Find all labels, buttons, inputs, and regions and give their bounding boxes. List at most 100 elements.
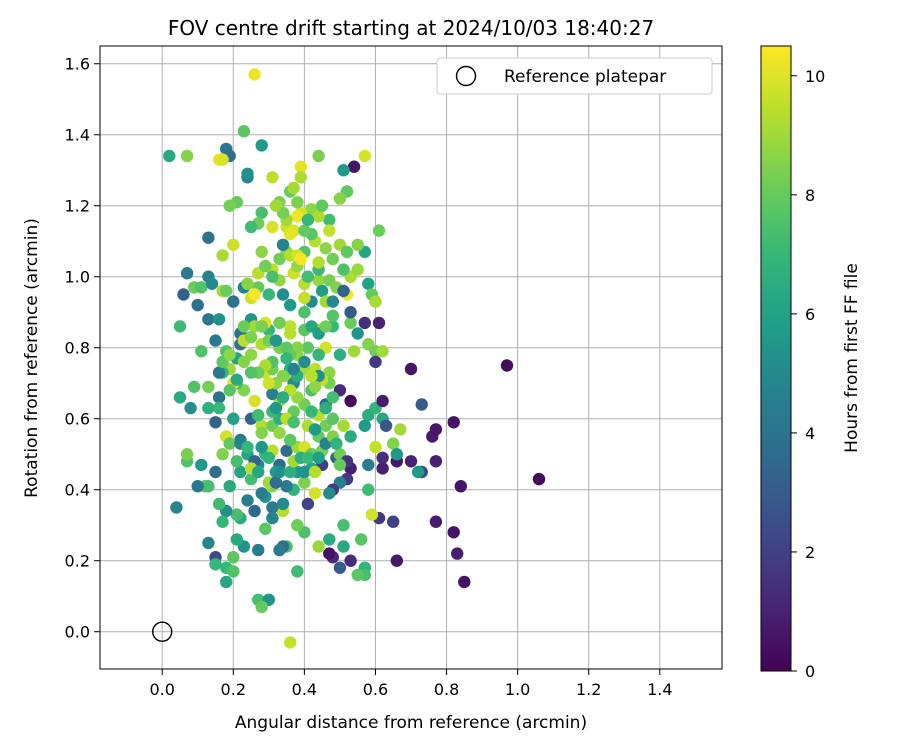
y-axis-label: Rotation from reference (arcmin) xyxy=(22,218,42,498)
x-tick-label: 0.0 xyxy=(149,680,174,699)
data-point xyxy=(202,401,215,415)
data-point xyxy=(202,313,215,326)
data-point xyxy=(209,558,222,571)
data-point xyxy=(323,547,336,560)
axes xyxy=(99,45,723,670)
legend: Reference platepar xyxy=(436,57,713,95)
x-tick-label: 1.0 xyxy=(505,680,530,699)
colorbar-tick-label: 10 xyxy=(805,67,825,86)
data-point xyxy=(248,504,261,518)
y-axis-ticks: 0.0 0.2 0.4 0.6 0.8 1.0 1.2 1.4 1.6 xyxy=(65,55,100,642)
data-point xyxy=(273,543,286,557)
data-point xyxy=(276,288,290,301)
data-point xyxy=(273,252,286,266)
data-point xyxy=(298,306,311,319)
data-point xyxy=(180,149,194,163)
data-point xyxy=(195,281,208,294)
data-point xyxy=(387,515,400,528)
data-point xyxy=(330,437,343,450)
data-point xyxy=(230,373,243,386)
data-point xyxy=(248,394,261,408)
reference-platepar-point xyxy=(151,621,173,642)
data-point xyxy=(220,575,233,589)
data-point xyxy=(266,387,279,401)
x-axis-ticks: 0.0 0.2 0.4 0.6 0.8 1.0 1.2 1.4 xyxy=(149,669,673,699)
data-point xyxy=(301,497,315,511)
data-point xyxy=(269,199,283,212)
data-point xyxy=(276,391,290,404)
colorbar-tick-label: 6 xyxy=(805,305,815,324)
colorbar-label: Hours from first FF file xyxy=(842,263,862,453)
data-point xyxy=(326,412,339,425)
data-point xyxy=(266,171,279,184)
data-point xyxy=(280,480,293,493)
data-point xyxy=(227,295,240,308)
data-point xyxy=(273,316,286,330)
data-point xyxy=(188,380,201,393)
data-point xyxy=(266,501,279,514)
x-tick-label: 0.2 xyxy=(221,680,246,699)
data-point xyxy=(255,245,268,259)
data-point xyxy=(191,298,204,312)
data-point xyxy=(429,515,443,528)
data-point xyxy=(298,476,311,489)
data-point xyxy=(312,348,325,361)
data-point xyxy=(191,480,204,493)
data-point xyxy=(291,210,304,223)
data-point xyxy=(269,476,283,489)
data-point xyxy=(230,455,243,468)
data-point xyxy=(273,426,286,440)
data-point xyxy=(163,149,176,163)
colorbar-gradient xyxy=(760,45,792,672)
data-point xyxy=(227,238,240,251)
data-point xyxy=(241,277,254,290)
data-point xyxy=(269,401,283,415)
data-point xyxy=(266,270,279,283)
data-point xyxy=(237,320,251,333)
data-point xyxy=(241,494,254,507)
grid xyxy=(100,46,722,669)
data-point xyxy=(248,288,261,301)
data-point xyxy=(227,412,240,425)
data-point xyxy=(205,277,219,290)
data-point xyxy=(298,291,311,305)
legend-entry-reference-platepar: Reference platepar xyxy=(504,67,666,87)
data-point xyxy=(305,369,318,383)
data-point xyxy=(202,231,215,244)
data-point xyxy=(276,497,290,511)
data-point xyxy=(347,345,361,358)
data-point xyxy=(195,345,208,358)
data-point xyxy=(312,274,325,287)
data-point xyxy=(280,352,293,365)
data-points xyxy=(151,68,546,649)
data-point xyxy=(362,483,375,496)
x-axis-label: Angular distance from reference (arcmin) xyxy=(235,713,587,733)
data-point xyxy=(244,220,258,234)
y-tick-label: 1.2 xyxy=(65,197,90,216)
data-point xyxy=(241,167,254,180)
data-point xyxy=(195,458,208,472)
data-point xyxy=(532,472,546,486)
colorbar-tick-label: 8 xyxy=(805,186,815,205)
data-point xyxy=(301,341,315,354)
plot-frame xyxy=(99,45,723,670)
data-point xyxy=(312,256,325,269)
y-tick-label: 1.4 xyxy=(65,126,90,145)
data-point xyxy=(301,213,315,227)
data-point xyxy=(337,540,350,553)
data-point xyxy=(319,320,332,333)
data-point xyxy=(284,298,297,312)
data-point xyxy=(404,455,418,468)
data-point xyxy=(369,355,382,369)
data-point xyxy=(241,440,254,454)
data-point xyxy=(451,547,464,560)
data-point xyxy=(294,160,307,173)
data-point xyxy=(340,245,354,259)
data-point xyxy=(308,487,322,500)
data-point xyxy=(255,440,268,454)
data-point xyxy=(170,501,183,514)
data-point xyxy=(212,401,226,415)
data-point xyxy=(372,316,386,330)
data-point xyxy=(259,259,272,273)
data-point xyxy=(255,206,268,219)
